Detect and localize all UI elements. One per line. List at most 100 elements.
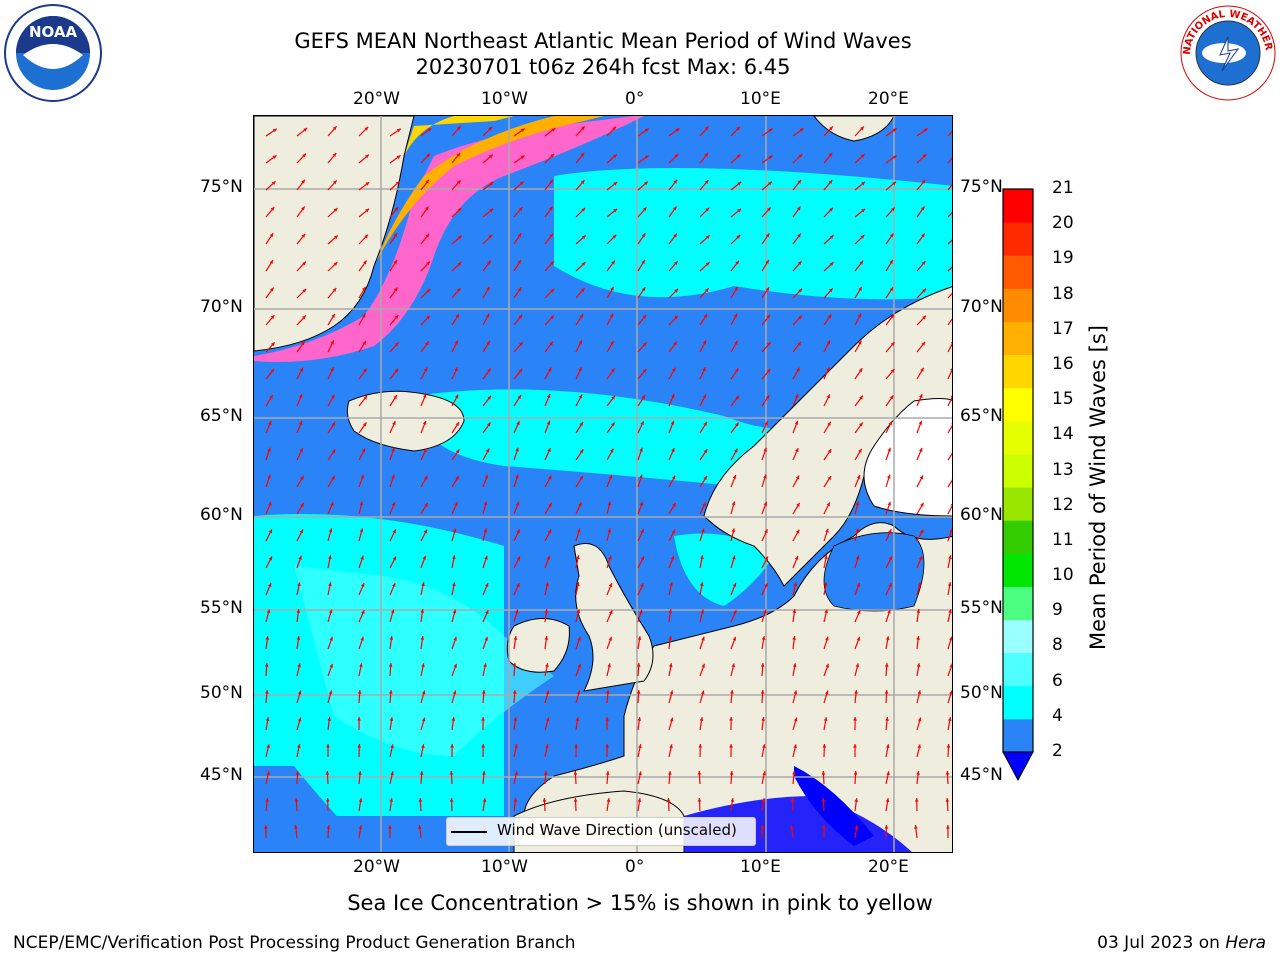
wave-arrow-head <box>768 128 773 133</box>
wave-arrow-head <box>951 450 952 452</box>
wave-arrow-head <box>795 448 799 453</box>
wave-arrow-head <box>575 717 580 721</box>
wave-arrow-head <box>826 502 830 507</box>
wave-arrow-head <box>827 421 831 426</box>
wave-arrow-head <box>361 583 365 588</box>
wave-arrow <box>947 343 952 353</box>
wave-arrow-head <box>394 314 399 319</box>
wave-arrow-head <box>674 153 679 158</box>
wave-arrow-head <box>822 825 826 829</box>
wave-arrow-head <box>425 206 429 211</box>
wave-arrow-head <box>455 422 460 427</box>
wave-arrow-head <box>951 423 952 425</box>
wave-arrow-head <box>884 663 889 667</box>
wave-arrow-head <box>544 609 549 613</box>
wave-arrow-head <box>828 152 833 157</box>
wave-arrow-head <box>796 502 800 507</box>
wave-arrow-head <box>265 690 269 694</box>
lat-label-left-55n: 55°N <box>200 598 243 618</box>
wave-arrow-head <box>299 367 304 372</box>
wave-arrow-head <box>270 368 275 373</box>
wave-arrow-head <box>613 208 618 213</box>
colorbar-cell <box>1003 685 1033 720</box>
wave-arrow-head <box>486 286 490 291</box>
wave-arrow-head <box>360 474 364 479</box>
wave-arrow-head <box>512 663 517 667</box>
wave-arrow-head <box>671 529 676 534</box>
wave-arrow-head <box>917 690 922 695</box>
wave-arrow-head <box>608 636 612 641</box>
wave-arrow-head <box>797 179 802 184</box>
wave-arrow-head <box>613 181 618 186</box>
wave-arrow-head <box>824 555 828 560</box>
wave-arrow-head <box>542 798 547 802</box>
wave-arrow-head <box>797 261 802 266</box>
wave-arrow-head <box>701 636 705 641</box>
wave-arrow-head <box>483 528 488 533</box>
wave-arrow-head <box>363 395 368 400</box>
wave-arrow-head <box>821 771 826 775</box>
wave-arrow-head <box>611 260 615 265</box>
colorbar-tick-label: 15 <box>1052 389 1074 410</box>
wave-arrow-head <box>827 476 831 481</box>
wave-arrow-head <box>884 690 889 694</box>
lon-label-top-0: 0° <box>625 89 645 109</box>
wave-arrow-head <box>888 529 892 534</box>
wave-arrow-head <box>669 690 674 695</box>
wave-arrow-head <box>610 340 614 345</box>
wave-arrow-head <box>302 315 306 320</box>
wave-arrow-head <box>764 421 768 426</box>
wave-arrow-head <box>519 181 524 186</box>
wave-arrow-head <box>331 313 335 318</box>
wave-arrow-head <box>858 448 862 453</box>
wave-arrow-head <box>923 128 928 132</box>
wave-arrow-head <box>950 395 952 398</box>
lon-label-top-10e: 10°E <box>740 89 781 109</box>
wave-arrow-head <box>298 555 302 560</box>
wave-arrow-head <box>886 771 890 776</box>
wave-arrow-head <box>768 181 772 186</box>
wave-arrow-head <box>609 610 613 615</box>
colorbar-tick-label: 20 <box>1052 213 1074 234</box>
wave-arrow-head <box>885 798 890 802</box>
wave-arrow-head <box>792 771 796 775</box>
wave-arrow-head <box>916 636 920 640</box>
wave-arrow-head <box>638 744 642 749</box>
wave-arrow-head <box>608 555 612 560</box>
wave-arrow-head <box>950 503 952 506</box>
wave-arrow-head <box>300 475 304 480</box>
colorbar-cell <box>1003 420 1033 455</box>
wave-arrow-head <box>331 475 335 480</box>
wave-arrow-head <box>921 233 925 238</box>
wave-arrow-head <box>265 636 270 640</box>
wave-arrow-head <box>825 663 829 668</box>
wave-arrow-head <box>734 286 738 291</box>
wave-arrow-head <box>264 825 268 829</box>
wave-arrow-head <box>736 126 740 131</box>
wave-arrow-head <box>268 421 272 426</box>
wave-arrow <box>947 266 952 272</box>
wave-arrow-head <box>455 475 459 480</box>
wave-arrow-head <box>294 798 299 802</box>
wave-arrow-head <box>302 288 307 293</box>
colorbar-cell <box>1003 619 1033 654</box>
wave-arrow-head <box>516 421 520 426</box>
wave-arrow-head <box>606 690 610 694</box>
wave-arrow-head <box>702 394 706 399</box>
lat-label-left-70n: 70°N <box>200 297 243 317</box>
wave-arrow-head <box>296 609 301 613</box>
wave-arrow-head <box>921 179 926 184</box>
wave-arrow-head <box>301 341 305 346</box>
wave-arrow-head <box>737 208 742 213</box>
wave-arrow-head <box>576 609 581 614</box>
colorbar-tick-label: 8 <box>1052 635 1063 656</box>
wave-arrow-head <box>543 771 548 775</box>
wave-arrow-head <box>301 179 305 184</box>
wave-arrow-head <box>826 394 830 399</box>
wave-arrow-head <box>454 367 458 372</box>
wave-arrow-head <box>577 663 581 668</box>
wave-arrow-head <box>327 717 332 721</box>
wave-arrow-head <box>298 420 303 425</box>
wave-arrow-head <box>914 825 918 829</box>
wave-arrow-head <box>330 367 334 372</box>
